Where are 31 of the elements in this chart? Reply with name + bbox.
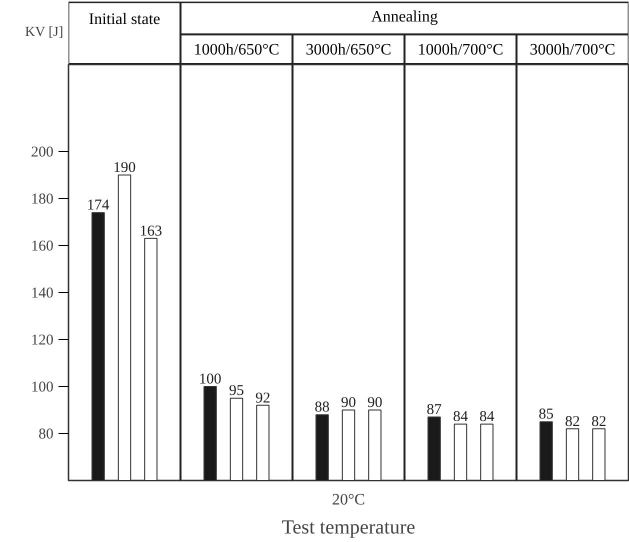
- data-label: 84: [453, 409, 468, 426]
- data-label: 190: [113, 160, 136, 176]
- data-label: 88: [314, 400, 330, 416]
- text: Annealing: [371, 8, 438, 26]
- x-axis-title: Test temperature: [282, 516, 416, 538]
- data-label: 82: [565, 414, 580, 430]
- data-label: 90: [341, 394, 356, 411]
- x-tick-label: Initial state: [88, 11, 160, 28]
- data-label: 163: [140, 223, 162, 240]
- y-tick-label: 140: [31, 285, 54, 302]
- data-label: 95: [229, 383, 244, 400]
- text: 20°C: [332, 492, 366, 508]
- y-tick-label: 160: [31, 238, 54, 254]
- y-tick-label: 120: [31, 332, 54, 348]
- data-label: 174: [86, 198, 110, 214]
- data-label: 84: [479, 409, 495, 426]
- y-tick-label: 100: [31, 379, 54, 396]
- y-axis-title: KV [J]: [25, 25, 64, 40]
- data-label: 100: [198, 371, 222, 388]
- y-tick-label: 80: [38, 426, 54, 442]
- y-tick-label: 180: [31, 191, 54, 208]
- data-label: 90: [367, 394, 382, 411]
- data-label: 82: [591, 414, 606, 430]
- y-tick-label: 200: [31, 144, 54, 160]
- x-tick-label: 1000h/700°C: [418, 41, 504, 58]
- data-label: 87: [426, 402, 442, 418]
- x-tick-label: 3000h/700°C: [530, 41, 616, 58]
- data-label: 92: [255, 390, 270, 406]
- x-tick-label: 1000h/650°C: [194, 41, 280, 58]
- x-tick-label: 3000h/650°C: [306, 41, 392, 58]
- data-label: 85: [538, 406, 554, 423]
